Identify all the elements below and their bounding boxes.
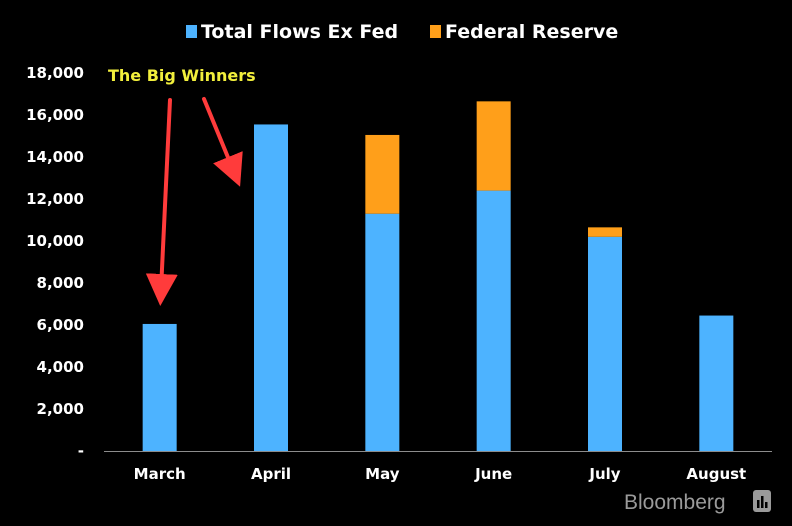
annotation: The Big Winners: [108, 66, 256, 306]
bloomberg-logo-text: Bloomberg: [624, 491, 726, 514]
x-tick-label: August: [686, 465, 746, 483]
bar-june-series-1: [476, 101, 511, 191]
annotation-arrow-march: [145, 98, 178, 306]
x-axis: March April May June July August: [104, 451, 772, 483]
bar-march-series-0: [142, 323, 177, 451]
annotation-label: The Big Winners: [108, 66, 256, 85]
bar-june-series-0: [476, 190, 511, 451]
legend-swatch: [430, 25, 441, 38]
bar-may-series-0: [365, 213, 400, 451]
bloomberg-chart-icon: [753, 490, 771, 512]
y-tick-label: 10,000: [26, 232, 84, 250]
x-tick-label: April: [251, 465, 291, 483]
y-tick-label: 8,000: [37, 274, 84, 292]
legend-swatch: [186, 25, 197, 38]
legend-label: Federal Reserve: [445, 21, 618, 43]
y-tick-label: 16,000: [26, 106, 84, 124]
bar-august-series-0: [699, 315, 734, 451]
annotation-arrow-april: [202, 97, 243, 187]
branding: Bloomberg: [624, 490, 771, 514]
bar-july-series-0: [588, 236, 622, 451]
x-tick-label: July: [588, 465, 620, 483]
y-tick-label: 6,000: [37, 316, 84, 334]
x-tick-label: June: [474, 465, 512, 483]
legend: Total Flows Ex Fed Federal Reserve: [186, 21, 618, 43]
bar-july-series-1: [588, 227, 622, 237]
x-tick-label: May: [365, 465, 400, 483]
y-tick-label: 18,000: [26, 64, 84, 82]
y-tick-label: 4,000: [37, 358, 84, 376]
bars: [142, 101, 734, 451]
bar-may-series-1: [365, 134, 400, 214]
bar-april-series-0: [254, 124, 288, 451]
y-tick-label: 12,000: [26, 190, 84, 208]
x-tick-label: March: [134, 465, 186, 483]
legend-label: Total Flows Ex Fed: [201, 21, 398, 43]
y-tick-label: -: [78, 442, 84, 460]
y-tick-label: 14,000: [26, 148, 84, 166]
y-axis: - 2,000 4,000 6,000 8,000 10,000 12,000 14,000 1…: [26, 64, 84, 460]
y-tick-label: 2,000: [37, 400, 84, 418]
